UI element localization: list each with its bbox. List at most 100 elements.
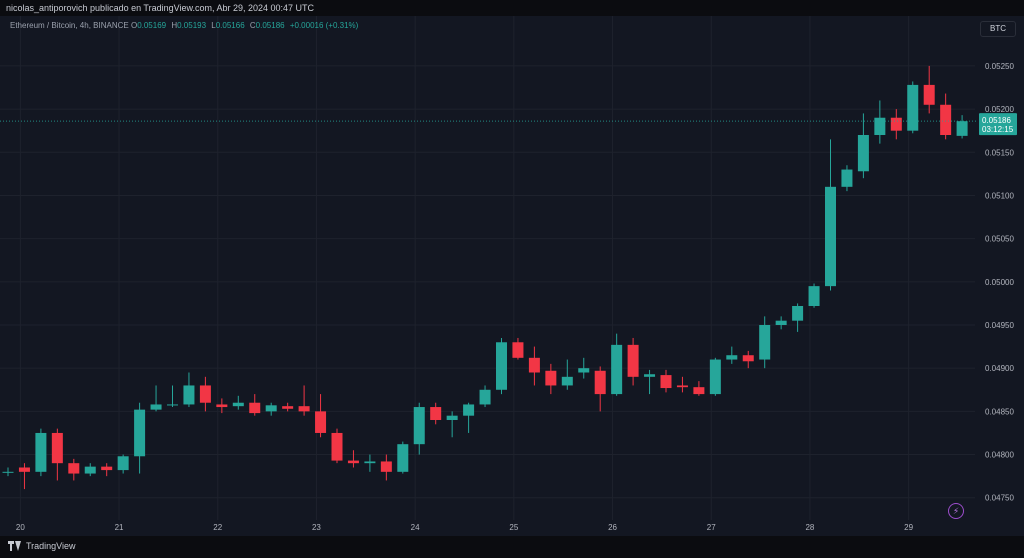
candle-body: [611, 344, 623, 395]
candle: [167, 385, 178, 408]
candle-body: [956, 121, 968, 136]
candle: [84, 463, 96, 477]
close-value: 0.05186: [255, 21, 285, 30]
candle: [644, 369, 656, 395]
candle: [528, 346, 540, 386]
last-price-tag-bg: [979, 113, 1017, 136]
time-tick-label: 21: [115, 523, 124, 532]
candle-body: [347, 460, 359, 464]
candle-body: [644, 374, 656, 377]
candle-body: [183, 385, 195, 405]
candle: [709, 357, 721, 396]
open-value: 0.05169: [137, 21, 167, 30]
candle-body: [68, 463, 80, 474]
candle-body: [380, 461, 392, 472]
candle: [923, 65, 935, 114]
time-tick-label: 24: [411, 523, 420, 532]
candle: [2, 467, 14, 477]
symbol-line: Ethereum / Bitcoin, 4h, BINANCE: [10, 21, 129, 30]
candle-body: [101, 466, 113, 471]
time-tick-label: 26: [608, 523, 617, 532]
candlestick-chart[interactable]: 0.04750 0.04800 0.04850 0.04900 0.04950 0.050…: [0, 0, 1024, 536]
candle: [759, 316, 771, 369]
candle-body: [84, 466, 96, 474]
candle: [479, 385, 491, 408]
high-label: H: [171, 21, 178, 30]
candle-body: [282, 406, 294, 409]
candle: [249, 394, 261, 416]
candle-body: [759, 325, 771, 360]
candle-body: [265, 405, 277, 412]
candle-body: [496, 342, 507, 390]
candle-body: [364, 461, 376, 464]
candle: [792, 303, 804, 332]
publisher-bar: nicolas_antiporovich publicado en Tradin…: [0, 0, 1024, 16]
low-label: L: [211, 21, 216, 30]
candle: [216, 398, 228, 414]
candle: [857, 113, 869, 179]
candle: [742, 350, 754, 369]
candle-body: [150, 404, 162, 410]
candle-body: [857, 135, 869, 172]
open-label: O: [130, 21, 138, 30]
chart-area[interactable]: [0, 16, 1024, 536]
candle-body: [578, 368, 590, 373]
price-tick-label: 0.04950: [985, 321, 1014, 330]
candle-countdown: 03:12:15: [982, 125, 1014, 134]
candle: [232, 395, 244, 410]
price-tick-label: 0.05050: [985, 235, 1014, 244]
candle-body: [232, 402, 244, 407]
candle-body: [35, 432, 47, 472]
candle: [134, 402, 146, 474]
candle: [907, 81, 919, 134]
lightning-icon[interactable]: ⚡: [948, 503, 964, 519]
candle: [627, 337, 639, 386]
candle-body: [249, 402, 261, 414]
candle-body: [742, 355, 754, 362]
candle-body: [890, 117, 902, 131]
footer-bar: [0, 536, 1024, 558]
candle: [594, 366, 606, 412]
candle-body: [561, 376, 573, 386]
candles: [2, 65, 968, 490]
candle: [150, 385, 162, 412]
candle: [808, 283, 820, 308]
candle: [347, 450, 359, 468]
high-value: 0.05193: [177, 21, 207, 30]
candle: [18, 463, 30, 490]
price-tick-label: 0.04750: [985, 494, 1014, 503]
candle-body: [512, 342, 524, 358]
candle: [35, 428, 47, 477]
candle: [693, 381, 705, 396]
candle-body: [479, 389, 491, 405]
grid: [0, 16, 975, 520]
candle-body: [693, 387, 705, 395]
candle: [413, 402, 425, 455]
price-axis[interactable]: 0.04750 0.04800 0.04850 0.04900 0.04950 0.050…: [985, 62, 1014, 503]
candle: [51, 428, 63, 481]
candle-body: [315, 411, 327, 433]
close-label: C: [249, 21, 256, 30]
time-tick-label: 27: [707, 523, 716, 532]
candle: [578, 357, 590, 379]
price-tick-label: 0.04850: [985, 407, 1014, 416]
currency-button[interactable]: BTC: [980, 21, 1016, 37]
brand[interactable]: TradingView: [8, 541, 76, 551]
candle: [561, 359, 573, 390]
candle: [364, 454, 376, 472]
candle: [841, 165, 853, 192]
candle: [940, 93, 952, 140]
candle-body: [18, 467, 30, 472]
candle: [282, 402, 294, 412]
candle-body: [545, 370, 557, 386]
price-tick-label: 0.04900: [985, 364, 1014, 373]
time-axis[interactable]: 20 21 22 23 24 25 26 27 28 29: [16, 523, 914, 532]
last-price-value: 0.05186: [982, 116, 1011, 125]
price-tick-label: 0.05100: [985, 191, 1014, 200]
candle-body: [167, 404, 178, 406]
candle-body: [940, 104, 952, 135]
publisher-line: nicolas_antiporovich publicado en Tradin…: [6, 3, 315, 13]
time-tick-label: 29: [904, 523, 913, 532]
candle: [512, 337, 524, 360]
